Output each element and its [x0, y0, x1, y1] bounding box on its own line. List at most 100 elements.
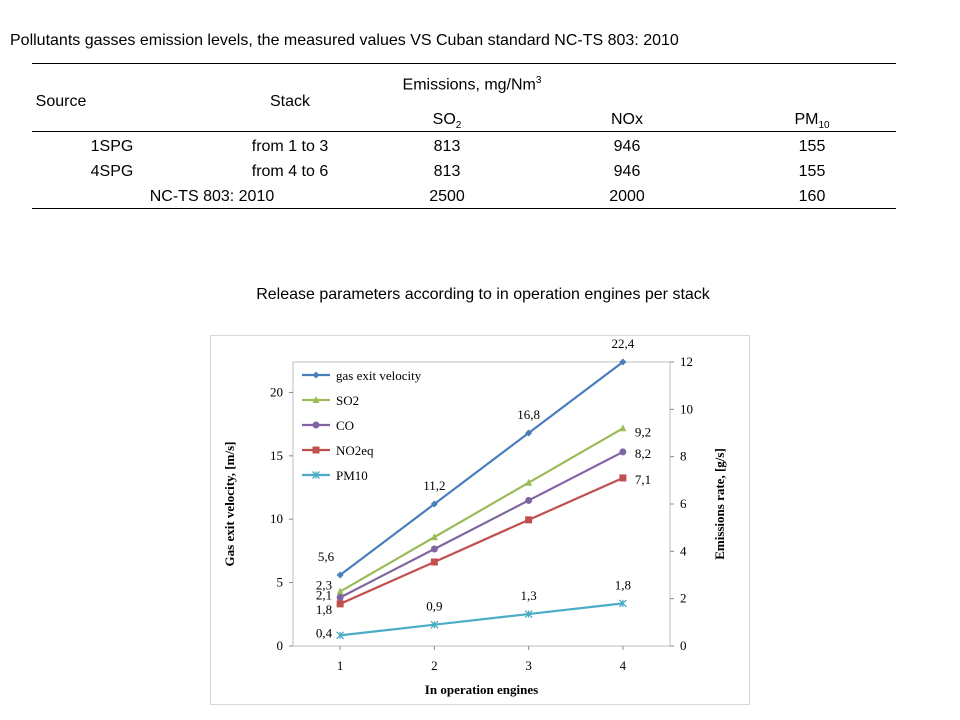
- x-tick-label: 2: [431, 658, 438, 673]
- x-tick-label: 1: [337, 658, 344, 673]
- point-gas-exit-velocity-2: [430, 500, 438, 508]
- legend-marker-pm10: [312, 471, 320, 479]
- legend-marker-so2: [312, 396, 320, 403]
- point-so2-3: [525, 478, 533, 486]
- series-line-so2: [339, 427, 624, 593]
- header-pm10: PM10: [762, 111, 862, 131]
- point-pm10-1: [336, 631, 345, 640]
- row-2-so2: 813: [433, 163, 461, 180]
- row-2-pm10: 155: [798, 163, 826, 180]
- data-label-gas-exit-velocity-4: 22,4: [612, 336, 635, 351]
- point-co-3: [525, 496, 533, 504]
- data-label-so2-4: 9,2: [635, 424, 651, 439]
- point-no2eq-3: [525, 516, 533, 524]
- left-tick-label: 0: [277, 638, 284, 653]
- point-co-1: [336, 593, 344, 601]
- table-header-rule: [32, 131, 896, 132]
- data-label-gas-exit-velocity-2: 11,2: [423, 478, 445, 493]
- row-2-nox: 946: [613, 163, 641, 180]
- header-so2: SO2: [372, 111, 522, 131]
- chart-border: [210, 335, 750, 705]
- row-1-source: 1SPG: [90, 138, 134, 155]
- left-tick-label: 15: [270, 448, 283, 463]
- data-label-co-4: 8,2: [635, 446, 651, 461]
- point-gas-exit-velocity-3: [525, 429, 533, 437]
- legend-label-co: CO: [336, 418, 354, 433]
- header-pm10-text: PM: [794, 111, 819, 128]
- point-pm10-3: [524, 610, 533, 619]
- header-so2-sub: 2: [455, 120, 462, 132]
- right-tick-label: 8: [680, 449, 687, 464]
- header-emissions-text: Emissions, mg/Nm: [402, 76, 536, 94]
- left-tick-label: 5: [277, 575, 284, 590]
- data-label-pm10-4: 1,8: [615, 577, 631, 592]
- standard-nox: 2000: [609, 188, 645, 205]
- point-pm10-2: [430, 620, 439, 629]
- row-2-source: 4SPG: [90, 163, 134, 180]
- data-label-pm10-2: 0,9: [426, 599, 442, 614]
- row-2-stack: from 4 to 6: [251, 163, 329, 180]
- legend-label-pm10: PM10: [336, 468, 368, 483]
- legend-marker-gas-exit-velocity: [312, 371, 320, 379]
- series-line-gas-exit-velocity: [339, 361, 624, 576]
- x-axis-title: In operation engines: [425, 682, 538, 697]
- point-no2eq-1: [336, 600, 344, 608]
- legend-marker-no2eq: [312, 446, 320, 454]
- right-tick-label: 4: [680, 543, 687, 558]
- header-nox: NOx: [611, 111, 643, 128]
- legend-label-no2eq: NO2eq: [336, 443, 374, 458]
- left-tick-label: 10: [270, 511, 283, 526]
- left-axis-title: Gas exit velocity, [m/s]: [222, 442, 237, 567]
- right-axis-title: Emissions rate, [g/s]: [712, 448, 727, 560]
- point-gas-exit-velocity-1: [336, 571, 344, 579]
- header-pm10-sub: 10: [818, 120, 830, 132]
- data-label-co-1: 2,1: [316, 587, 332, 602]
- x-tick-label: 4: [620, 658, 627, 673]
- right-tick-label: 0: [680, 638, 687, 653]
- data-label-pm10-1: 0,4: [316, 625, 333, 640]
- point-co-4: [619, 448, 627, 456]
- chart-title: Release parameters according to in opera…: [256, 286, 710, 303]
- point-gas-exit-velocity-4: [619, 358, 627, 366]
- legend-label-gas-exit-velocity: gas exit velocity: [336, 368, 422, 383]
- data-label-so2-1: 2,3: [316, 578, 332, 593]
- data-label-no2eq-1: 1,8: [316, 602, 332, 617]
- x-tick-label: 3: [525, 658, 532, 673]
- right-tick-label: 2: [680, 591, 687, 606]
- series-line-co: [339, 450, 624, 599]
- point-so2-1: [336, 587, 344, 595]
- legend-marker-co: [312, 421, 320, 429]
- header-emissions-sup: 3: [535, 75, 542, 86]
- standard-pm10: 160: [798, 188, 826, 205]
- point-co-2: [430, 545, 438, 553]
- point-no2eq-4: [619, 474, 627, 482]
- left-tick-label: 20: [270, 384, 283, 399]
- standard-so2: 2500: [429, 188, 465, 205]
- data-label-gas-exit-velocity-3: 16,8: [517, 407, 540, 422]
- table-bottom-rule: [32, 208, 896, 209]
- point-so2-2: [430, 533, 438, 541]
- row-1-stack: from 1 to 3: [251, 138, 329, 155]
- header-stack: Stack: [269, 93, 310, 110]
- point-no2eq-2: [430, 558, 438, 566]
- legend-label-so2: SO2: [336, 393, 359, 408]
- row-1-so2: 813: [433, 138, 461, 155]
- right-tick-label: 10: [680, 401, 693, 416]
- data-label-no2eq-4: 7,1: [635, 472, 651, 487]
- data-label-gas-exit-velocity-1: 5,6: [318, 549, 335, 564]
- standard-label: NC-TS 803: 2010: [149, 188, 275, 205]
- header-so2-text: SO: [432, 111, 456, 128]
- data-label-pm10-3: 1,3: [521, 588, 537, 603]
- series-line-pm10: [340, 602, 623, 637]
- row-1-nox: 946: [613, 138, 641, 155]
- header-source: Source: [35, 93, 87, 110]
- right-tick-label: 6: [680, 496, 687, 511]
- right-tick-label: 12: [680, 354, 693, 369]
- point-pm10-4: [618, 599, 627, 608]
- row-1-pm10: 155: [798, 138, 826, 155]
- series-line-no2eq: [339, 476, 624, 605]
- point-so2-4: [619, 424, 627, 432]
- header-emissions: Emissions, mg/Nm3: [372, 75, 572, 94]
- table-top-rule: [32, 63, 896, 64]
